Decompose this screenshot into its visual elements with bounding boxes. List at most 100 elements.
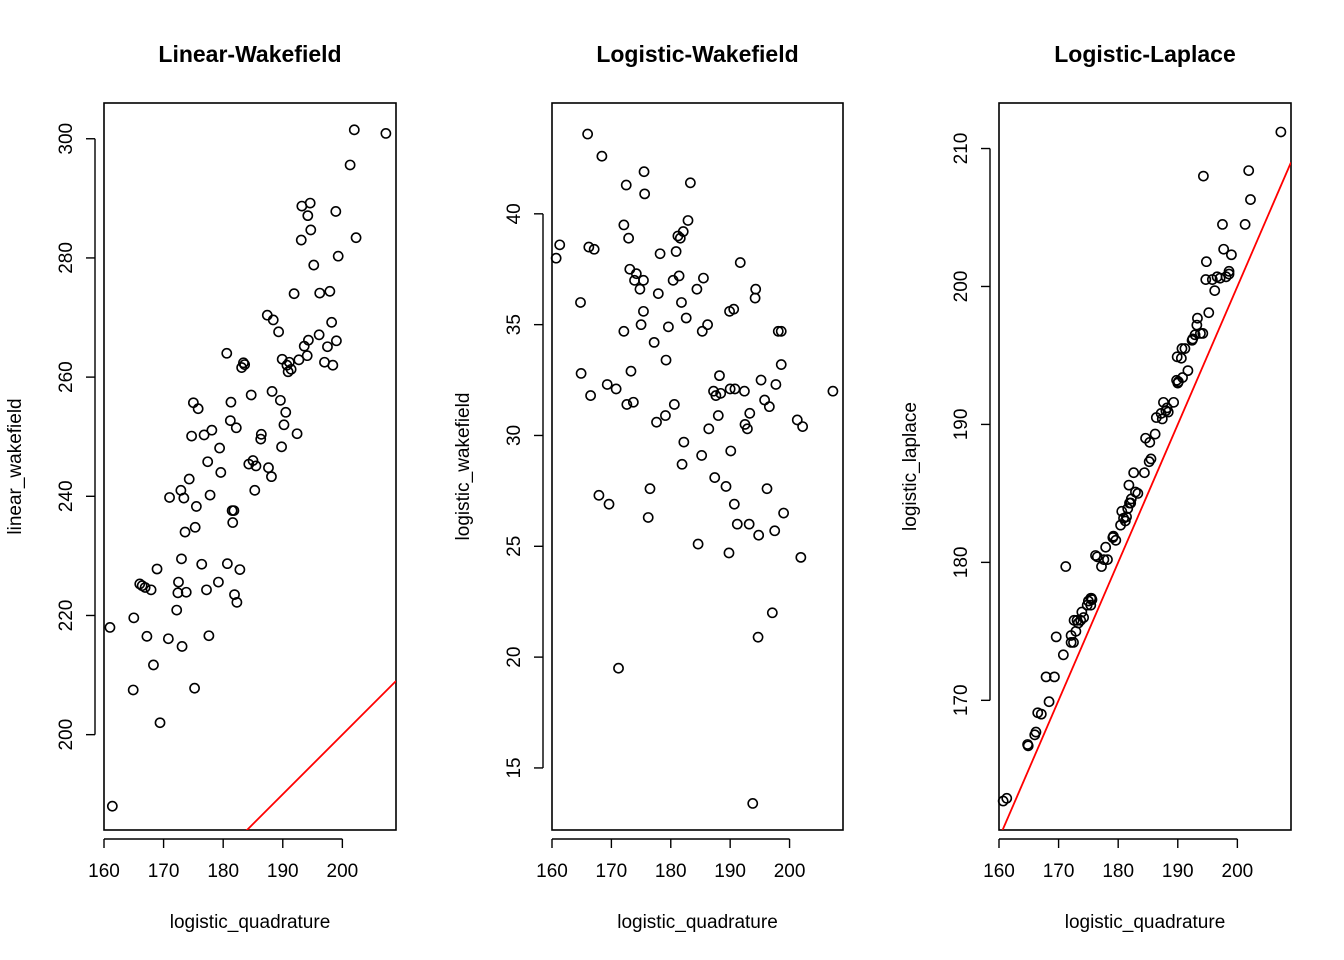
data-point xyxy=(1075,614,1087,626)
data-point xyxy=(702,319,713,331)
x-tick-label: 200 xyxy=(1222,861,1254,882)
data-point xyxy=(239,359,251,371)
data-point xyxy=(273,326,285,338)
data-point xyxy=(723,547,735,559)
data-point xyxy=(714,370,725,382)
x-tick-label: 180 xyxy=(1102,861,1134,882)
data-point xyxy=(1022,740,1034,752)
y-tick-label: 15 xyxy=(504,757,525,778)
data-point xyxy=(1078,612,1090,623)
data-point xyxy=(127,684,139,696)
data-point xyxy=(301,350,313,362)
data-point xyxy=(1143,456,1155,468)
data-point xyxy=(234,564,246,575)
data-point xyxy=(1245,194,1256,205)
data-point xyxy=(1128,467,1140,479)
data-point xyxy=(249,484,261,496)
data-point xyxy=(331,335,342,347)
panel-title: Linear-Wakefield xyxy=(158,41,341,67)
data-point xyxy=(151,563,163,575)
data-point xyxy=(752,631,764,643)
data-point xyxy=(728,303,740,315)
data-point xyxy=(676,297,687,308)
data-point xyxy=(682,215,694,226)
data-point xyxy=(1149,428,1161,440)
data-point xyxy=(198,429,210,441)
data-point xyxy=(696,450,708,461)
data-point xyxy=(724,383,736,395)
data-point xyxy=(1068,636,1079,648)
data-point xyxy=(588,243,600,255)
x-tick-label: 180 xyxy=(207,861,239,882)
data-point xyxy=(1030,726,1042,738)
x-tick-label: 200 xyxy=(327,861,359,882)
data-point xyxy=(1145,453,1157,465)
data-point xyxy=(1200,274,1212,285)
data-point xyxy=(1139,467,1150,479)
data-point xyxy=(326,316,338,328)
data-point xyxy=(180,586,192,598)
data-point xyxy=(274,394,286,406)
data-point xyxy=(638,274,649,286)
data-point xyxy=(1132,488,1144,499)
data-point xyxy=(302,334,314,346)
panel-logistic-wakefield: Logistic-Wakefield logistic_quadrature l… xyxy=(453,41,844,933)
data-point xyxy=(308,259,320,271)
data-point xyxy=(183,473,195,485)
y-tick-label: 30 xyxy=(504,425,525,446)
data-point xyxy=(215,467,227,478)
data-point xyxy=(620,179,632,191)
data-point xyxy=(554,239,566,251)
data-point xyxy=(1144,436,1156,448)
data-point xyxy=(285,363,297,375)
x-tick-label: 180 xyxy=(655,861,687,882)
data-point xyxy=(302,210,314,222)
y-axis-label: linear_wakefield xyxy=(5,398,26,534)
data-point xyxy=(231,596,243,608)
data-point xyxy=(305,224,317,236)
data-point xyxy=(1162,406,1174,418)
data-point xyxy=(775,359,787,370)
x-tick-label: 160 xyxy=(88,861,120,882)
data-point xyxy=(668,399,680,410)
data-point xyxy=(1090,550,1101,561)
panel-title: Logistic-Wakefield xyxy=(596,41,798,67)
data-point xyxy=(585,390,597,401)
data-point xyxy=(720,481,732,492)
data-point xyxy=(639,188,651,200)
x-axis-label: logistic_quadrature xyxy=(170,912,331,933)
data-point xyxy=(1203,307,1215,319)
data-point xyxy=(703,423,715,435)
data-point xyxy=(769,525,781,537)
data-point xyxy=(692,538,704,550)
data-point xyxy=(162,633,174,645)
data-point xyxy=(213,576,224,588)
data-point xyxy=(678,436,690,448)
data-point xyxy=(1043,696,1055,708)
data-point xyxy=(1035,708,1047,720)
data-point xyxy=(778,507,790,519)
data-point xyxy=(1197,327,1209,339)
data-point xyxy=(743,518,755,530)
data-point xyxy=(1217,218,1228,230)
data-point xyxy=(141,630,153,642)
data-point xyxy=(154,717,166,729)
data-point xyxy=(350,232,362,244)
data-point xyxy=(295,234,307,246)
data-point xyxy=(638,305,649,317)
data-point xyxy=(583,241,595,253)
data-point xyxy=(613,662,624,674)
data-point xyxy=(348,124,360,136)
data-point xyxy=(221,347,233,359)
data-point xyxy=(178,492,190,504)
data-point xyxy=(1226,249,1237,261)
data-point xyxy=(221,558,233,570)
data-point xyxy=(1130,486,1141,498)
reference-line xyxy=(245,680,396,830)
data-point xyxy=(206,424,218,436)
data-point xyxy=(625,365,637,377)
data-point xyxy=(755,374,767,386)
points xyxy=(997,126,1287,807)
data-point xyxy=(739,385,750,397)
y-tick-label: 210 xyxy=(951,133,972,165)
